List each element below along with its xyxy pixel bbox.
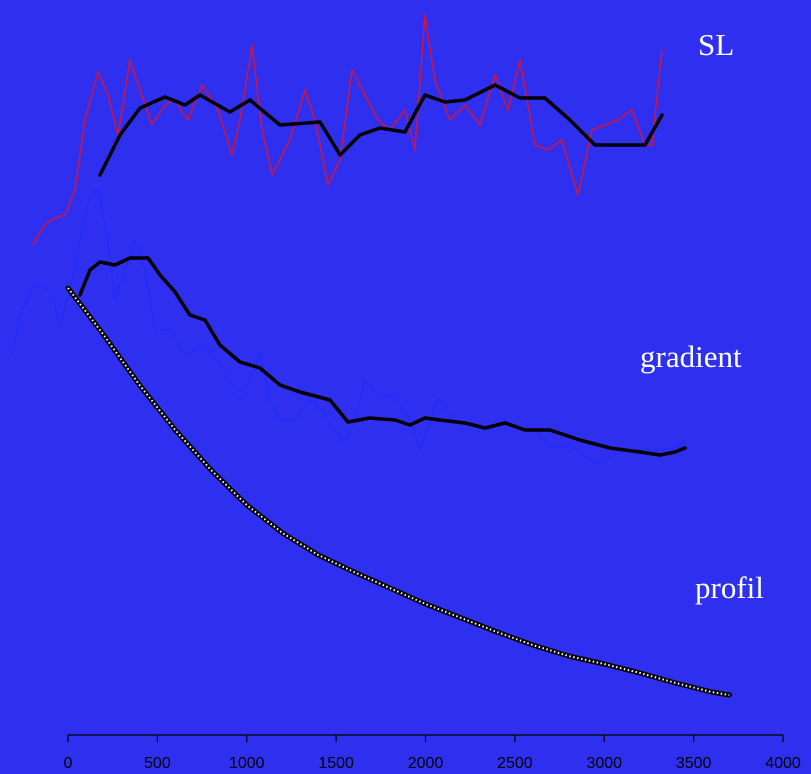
line [78,256,687,457]
line [65,285,732,698]
x-tick-label: 3000 [586,755,622,772]
annotation: SL [698,27,734,62]
x-tick-label: 1500 [318,755,354,772]
x-tick-label: 4000 [765,755,801,772]
line [98,83,664,177]
x-tick-label: 1000 [229,755,265,772]
x-tick-label: 2500 [497,755,533,772]
annotation: gradient [640,339,742,374]
line-dots [67,287,730,696]
x-tick-label: 500 [144,755,171,772]
x-tick-label: 0 [64,755,73,772]
line [11,187,686,463]
x-tick-label: 2000 [408,755,444,772]
line [32,14,663,246]
annotation: profil [695,570,764,605]
x-tick-label: 3500 [676,755,712,772]
